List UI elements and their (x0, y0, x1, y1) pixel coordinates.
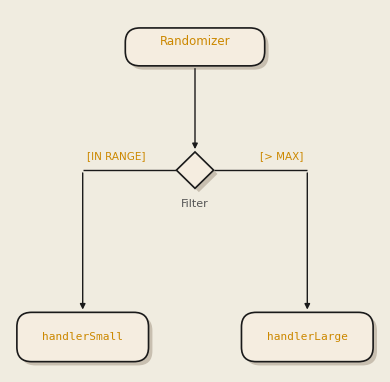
Polygon shape (180, 156, 218, 192)
FancyBboxPatch shape (17, 312, 149, 362)
Text: [IN RANGE]: [IN RANGE] (87, 151, 145, 161)
Text: handlerLarge: handlerLarge (267, 332, 348, 342)
FancyBboxPatch shape (125, 28, 265, 66)
Text: [> MAX]: [> MAX] (260, 151, 303, 161)
FancyBboxPatch shape (241, 312, 373, 362)
Polygon shape (176, 152, 214, 188)
Text: Filter: Filter (181, 199, 209, 209)
Text: handlerSmall: handlerSmall (42, 332, 123, 342)
FancyBboxPatch shape (129, 32, 269, 70)
FancyBboxPatch shape (245, 316, 377, 366)
FancyBboxPatch shape (21, 316, 152, 366)
Text: Randomizer: Randomizer (160, 35, 230, 48)
